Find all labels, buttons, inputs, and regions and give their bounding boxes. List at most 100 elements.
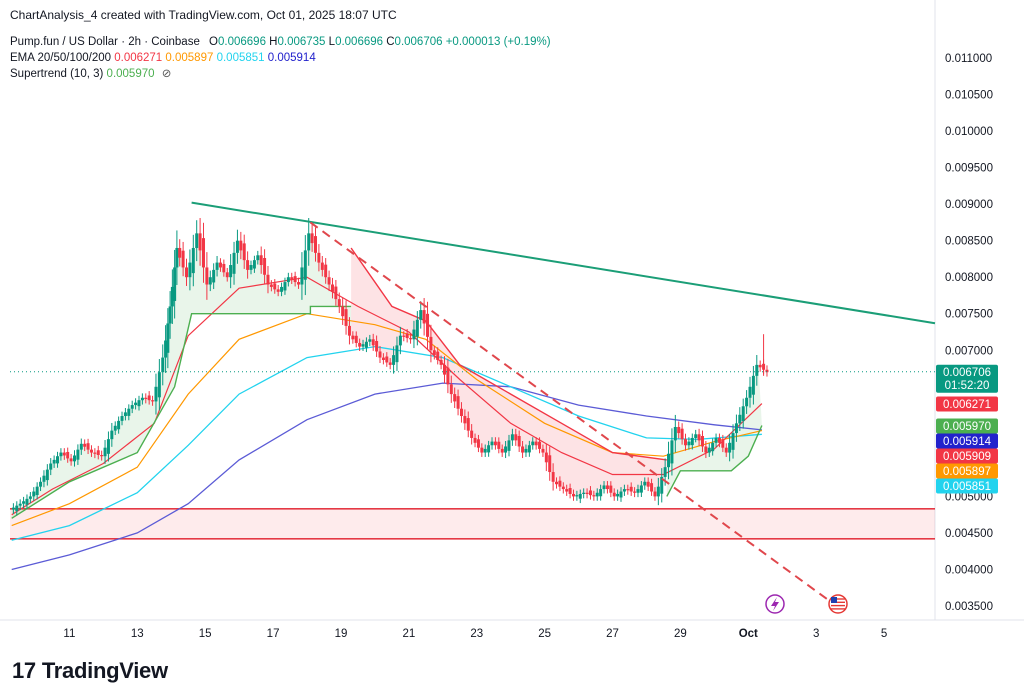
candle-body	[500, 448, 504, 453]
y-tick-label: 0.008000	[945, 272, 993, 284]
candle-body	[429, 336, 433, 351]
close-value: 0.006706	[394, 36, 443, 48]
candle-body	[667, 453, 671, 468]
candle-body	[650, 483, 654, 492]
candle-body	[592, 495, 596, 497]
tradingview-brand: 17 TradingView	[12, 658, 168, 684]
x-tick-label: 27	[606, 628, 619, 640]
candle-body	[218, 262, 222, 268]
candle-body	[558, 480, 562, 487]
candle-body	[93, 452, 97, 454]
us-flag-canton	[831, 597, 837, 603]
hide-indicator-icon[interactable]: ⊘	[161, 68, 172, 80]
price-tag-bg	[936, 396, 998, 412]
candle-body	[79, 443, 83, 450]
candle-body	[534, 441, 538, 446]
candle-body	[456, 396, 460, 409]
candle-body	[419, 310, 423, 320]
candle-body	[694, 434, 698, 438]
lightning-icon-glyph	[771, 597, 779, 611]
price-tag-value: 0.005851	[943, 481, 991, 493]
ema200-value: 0.005914	[267, 52, 316, 64]
candle-body	[117, 420, 121, 430]
candle-body	[28, 496, 32, 499]
price-tag-value: 0.005970	[943, 421, 991, 433]
candle-body	[276, 289, 280, 292]
candle-body	[527, 445, 531, 453]
candle-body	[395, 345, 399, 363]
candle-body	[643, 481, 647, 486]
candle-body	[741, 406, 745, 421]
x-tick-label: 19	[335, 628, 348, 640]
candle-body	[45, 469, 49, 481]
candle-body	[765, 369, 769, 373]
supertrend-value: 0.005970	[106, 68, 155, 80]
candle-body	[246, 260, 250, 270]
candle-body	[297, 282, 301, 285]
ema-label[interactable]: EMA 20/50/100/200	[10, 52, 112, 64]
candle-body	[521, 446, 525, 453]
y-tick-label: 0.003500	[945, 601, 993, 613]
candle-body	[476, 439, 480, 448]
candle-body	[198, 233, 202, 251]
x-tick-label: 29	[674, 628, 687, 640]
candle-body	[354, 335, 358, 343]
candle-body	[388, 362, 392, 365]
candle-body	[337, 299, 341, 307]
candle-body	[229, 265, 233, 278]
candle-body	[344, 309, 348, 326]
tradingview-logo: 17	[12, 658, 36, 683]
candle-body	[164, 340, 168, 358]
candle-body	[110, 430, 114, 440]
supertrend-fill-up-2	[666, 364, 762, 497]
y-tick-label: 0.004500	[945, 528, 993, 540]
supertrend-up-line-1	[11, 305, 352, 519]
candle-body	[575, 495, 579, 497]
candle-body	[32, 491, 36, 497]
legend: Pump.fun / US Dollar · 2h · Coinbase O0.…	[10, 34, 551, 82]
candle-body	[721, 439, 725, 448]
price-tag-bg	[936, 418, 998, 434]
candle-body	[745, 397, 749, 407]
candle-body	[660, 476, 664, 494]
ema100-value: 0.005851	[216, 52, 265, 64]
candle-body	[409, 338, 413, 340]
ema-row: EMA 20/50/100/200 0.006271 0.005897 0.00…	[10, 50, 551, 66]
candle-body	[731, 433, 735, 450]
candle-body	[724, 447, 728, 453]
candle-body	[11, 507, 15, 510]
candle-body	[96, 450, 100, 455]
candle-body	[35, 486, 39, 496]
candle-body	[514, 434, 518, 441]
candle-body	[178, 247, 182, 258]
candle-body	[551, 472, 555, 482]
candle-body	[633, 491, 637, 493]
candle-body	[714, 437, 718, 443]
candle-body	[436, 351, 440, 361]
candle-body	[263, 258, 267, 275]
candle-body	[680, 428, 684, 440]
supertrend-label[interactable]: Supertrend (10, 3)	[10, 68, 104, 80]
candle-body	[568, 488, 572, 494]
candle-body	[717, 437, 721, 443]
candle-body	[375, 341, 379, 352]
supertrend-row: Supertrend (10, 3) 0.005970 ⊘	[10, 66, 551, 82]
candle-body	[239, 240, 243, 251]
candle-body	[612, 492, 616, 497]
change-value: +0.000013 (+0.19%)	[445, 36, 551, 48]
ema200-line	[11, 382, 762, 571]
x-tick-label: Oct	[739, 628, 758, 640]
candle-body	[544, 452, 548, 463]
candle-body	[629, 486, 633, 492]
candle-body	[59, 452, 63, 457]
price-chart[interactable]: 0.011000 0.010500 0.010000 0.009500 0.009000…	[0, 0, 1024, 650]
candle-body	[646, 481, 650, 487]
candle-body	[170, 286, 174, 307]
ema20-line	[11, 276, 763, 516]
symbol-label[interactable]: Pump.fun / US Dollar · 2h · Coinbase	[10, 36, 200, 48]
x-tick-label: 5	[881, 628, 887, 640]
candle-body	[242, 243, 246, 261]
candle-body	[663, 467, 667, 477]
price-tag-value: 0.006271	[943, 399, 991, 411]
candle-body	[734, 423, 738, 434]
